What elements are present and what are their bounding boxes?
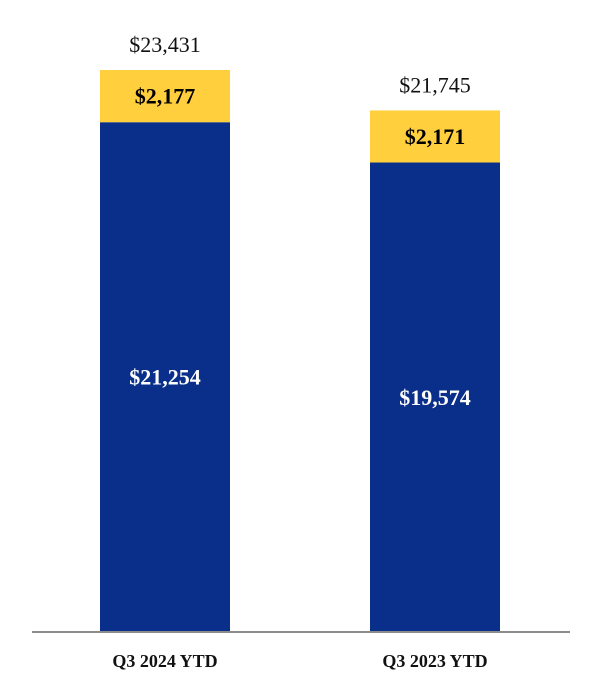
- segment-label-top-2: $2,171: [405, 124, 466, 149]
- segment-labels-group: $21,254 $2,177 $19,574 $2,171: [129, 84, 471, 410]
- total-label-2: $21,745: [399, 72, 471, 97]
- bar-segment-base-2: [370, 162, 500, 633]
- segment-label-base-2: $19,574: [399, 385, 471, 410]
- total-label-1: $23,431: [129, 32, 201, 57]
- bars-group: [100, 70, 500, 633]
- total-labels-group: $23,431 $21,745: [129, 32, 471, 97]
- category-labels-group: Q3 2024 YTD Q3 2023 YTD: [112, 651, 487, 671]
- bar-segment-top-1: [100, 70, 230, 123]
- bar-segment-base-1: [100, 122, 230, 633]
- segment-label-base-1: $21,254: [129, 365, 201, 390]
- segment-label-top-1: $2,177: [135, 84, 196, 109]
- category-label-2: Q3 2023 YTD: [382, 651, 487, 671]
- bar-segment-top-2: [370, 110, 500, 163]
- category-label-1: Q3 2024 YTD: [112, 651, 217, 671]
